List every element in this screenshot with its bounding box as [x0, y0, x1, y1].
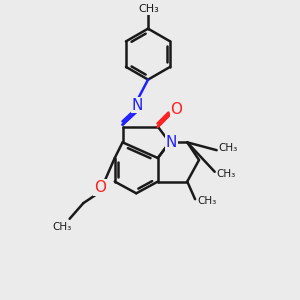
Text: CH₃: CH₃	[219, 143, 238, 153]
Text: N: N	[166, 135, 177, 150]
Text: CH₃: CH₃	[52, 222, 71, 232]
Text: CH₃: CH₃	[197, 196, 217, 206]
Text: O: O	[94, 180, 106, 195]
Text: O: O	[170, 101, 182, 116]
Text: N: N	[132, 98, 143, 112]
Text: CH₃: CH₃	[217, 169, 236, 179]
Text: CH₃: CH₃	[139, 4, 159, 14]
